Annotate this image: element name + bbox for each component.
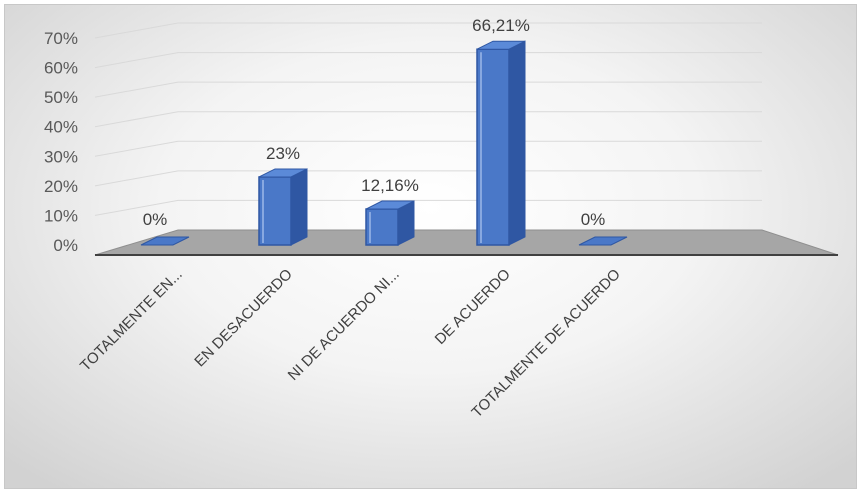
data-label: 23% [266,144,300,163]
bar [578,236,628,246]
y-tick-label: 50% [44,88,78,107]
bar-side [508,40,526,246]
bar-side [290,168,308,246]
y-tick-label: 60% [44,59,78,78]
y-tick-label: 40% [44,118,78,137]
x-tick-label: DE ACUERDO [432,266,514,348]
data-label: 0% [581,210,606,229]
bar-front [258,176,292,246]
gridline [94,199,762,216]
floor-plane [94,229,839,256]
bar-top [365,200,415,210]
bar-top [258,168,308,178]
data-labels: 0% 23% 12,16% 66,21% 0% [143,16,606,229]
gridline [94,81,762,98]
y-tick-label: 10% [44,206,78,225]
gridline [94,22,762,39]
y-tick-label: 0% [53,236,78,255]
bars [140,40,628,246]
y-axis: 0% 10% 20% 30% 40% 50% 60% 70% [44,29,78,255]
data-label: 66,21% [472,16,530,35]
x-tick-label: TOTALMENTE EN... [77,266,186,375]
chart-floor [94,229,839,256]
y-tick-label: 70% [44,29,78,48]
data-label: 0% [143,210,168,229]
x-tick-label: EN DESACUERDO [191,266,296,371]
y-tick-label: 20% [44,177,78,196]
x-tick-label: NI DE ACUERDO NI... [285,266,403,384]
data-label: 12,16% [361,176,419,195]
y-tick-label: 30% [44,147,78,166]
bar [258,168,308,246]
bar [140,236,190,246]
gridline [94,52,762,69]
bar-front [476,48,510,246]
gridlines [94,22,762,216]
gridline [94,111,762,128]
bar [476,40,526,246]
bar [365,200,415,246]
bar-front [365,208,399,246]
gridline [94,170,762,187]
gridline [94,140,762,157]
bar-top [476,40,526,50]
